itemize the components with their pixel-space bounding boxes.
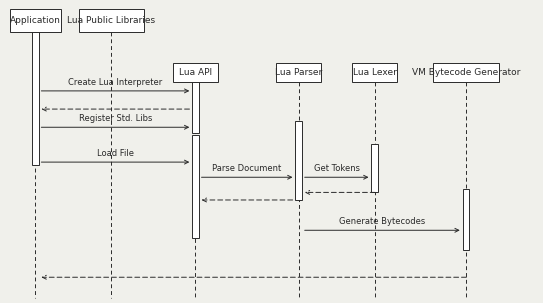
Bar	[79, 9, 144, 32]
Bar	[295, 121, 302, 200]
Text: Get Tokens: Get Tokens	[314, 164, 359, 173]
Bar	[276, 63, 321, 82]
Text: Generate Bytecodes: Generate Bytecodes	[339, 217, 425, 226]
Bar	[10, 9, 61, 32]
Text: Lua Parser: Lua Parser	[275, 68, 323, 77]
Bar	[371, 144, 378, 192]
Bar	[463, 189, 469, 250]
Bar	[433, 63, 499, 82]
Text: Application: Application	[10, 16, 61, 25]
Bar	[192, 135, 199, 238]
Text: Load File: Load File	[97, 149, 134, 158]
Text: Lua Public Libraries: Lua Public Libraries	[67, 16, 155, 25]
Bar	[192, 82, 199, 133]
Bar	[173, 63, 218, 82]
Bar	[352, 63, 397, 82]
Bar	[32, 32, 39, 165]
Text: Create Lua Interpreter: Create Lua Interpreter	[68, 78, 162, 87]
Text: Parse Document: Parse Document	[212, 164, 282, 173]
Text: Lua Lexer: Lua Lexer	[353, 68, 396, 77]
Text: Register Std. Libs: Register Std. Libs	[79, 114, 152, 123]
Text: Lua API: Lua API	[179, 68, 212, 77]
Text: VM Bytecode Generator: VM Bytecode Generator	[412, 68, 520, 77]
